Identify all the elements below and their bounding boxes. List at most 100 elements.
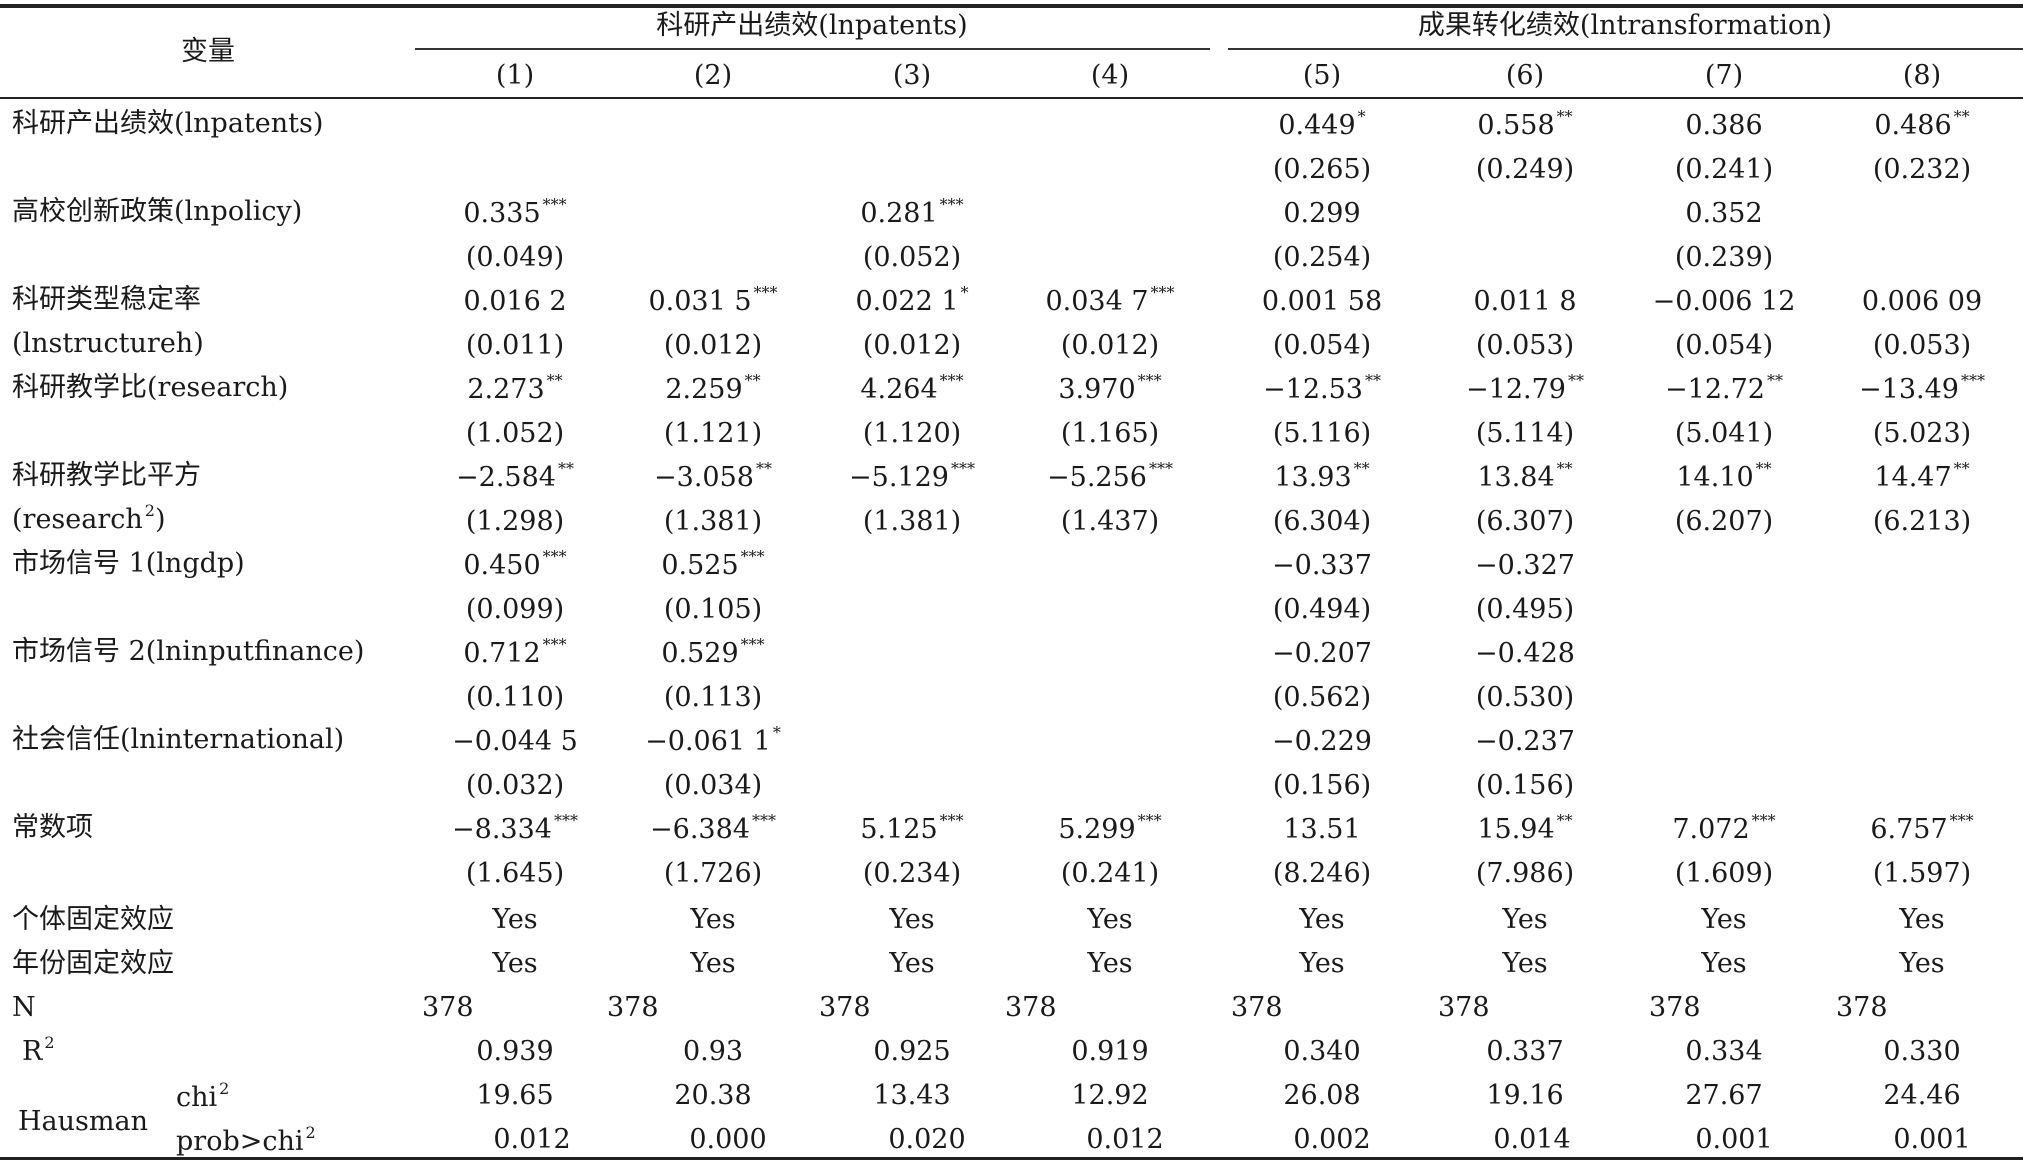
n-value: 378 [1231, 992, 1283, 1023]
coef-cell: −3.058 ** [654, 459, 772, 493]
r2-value: 0.919 [1071, 1036, 1149, 1067]
fixed-effect-label: 年份固定效应 [12, 948, 174, 979]
se-cell: (0.254) [1272, 242, 1372, 273]
coef-cell: 14.10 ** [1676, 459, 1772, 493]
significance-stars: ** [1953, 107, 1970, 126]
significance-stars: *** [1148, 459, 1173, 478]
hausman-prob-value: 0.012 [1086, 1124, 1164, 1155]
header-column-5: (5) [1302, 60, 1342, 91]
header-column-8: (8) [1902, 60, 1942, 91]
n-value: 378 [819, 992, 871, 1023]
se-cell: (1.052) [465, 418, 565, 449]
se-cell: (0.232) [1872, 154, 1972, 185]
fixed-effect-value: Yes [1701, 904, 1747, 935]
coef-cell: −5.129 *** [849, 459, 975, 493]
coef-cell: 5.125 *** [860, 811, 964, 845]
row-label: 市场信号 2(lninputfinance) [12, 636, 365, 667]
hausman-prob-value: 0.000 [689, 1124, 767, 1155]
r2-superscript: 2 [44, 1033, 55, 1052]
se-cell: (0.032) [465, 770, 565, 801]
coef-cell: 0.011 8 [1473, 286, 1577, 317]
header-column-1: (1) [495, 60, 535, 91]
fixed-effect-value: Yes [690, 904, 736, 935]
table-bottom-rule [0, 1157, 2023, 1160]
hausman-chi-value: 19.65 [476, 1080, 554, 1111]
se-cell: (5.114) [1475, 418, 1575, 449]
hausman-prob-label: prob>chi 2 [176, 1123, 316, 1157]
r2-value: 0.93 [682, 1036, 744, 1067]
significance-stars: *** [1137, 811, 1162, 830]
significance-stars: ** [1755, 459, 1772, 478]
fixed-effect-value: Yes [1502, 904, 1548, 935]
se-cell: (0.049) [465, 242, 565, 273]
hausman-chi-value: 24.46 [1883, 1080, 1961, 1111]
row-label-line2: (research 2) [12, 501, 166, 535]
coef-cell: 0.486 ** [1874, 107, 1970, 141]
coef-cell: −5.256 *** [1047, 459, 1173, 493]
header-column-6: (6) [1505, 60, 1545, 91]
se-cell: (0.054) [1272, 330, 1372, 361]
se-cell: (0.241) [1060, 858, 1160, 889]
coef-cell: 7.072 *** [1672, 811, 1776, 845]
se-cell: (1.437) [1060, 506, 1160, 537]
se-cell: (1.165) [1060, 418, 1160, 449]
se-cell: (0.099) [465, 594, 565, 625]
coef-cell: −0.237 [1475, 726, 1575, 757]
se-cell: (5.023) [1872, 418, 1972, 449]
coef-cell: 2.259 ** [665, 371, 761, 405]
se-cell: (1.645) [465, 858, 565, 889]
coef-cell: 13.93 ** [1274, 459, 1370, 493]
se-cell: (0.105) [663, 594, 763, 625]
se-cell: (1.381) [862, 506, 962, 537]
hausman-chi-value: 13.43 [873, 1080, 951, 1111]
coef-cell: −0.006 12 [1652, 286, 1796, 317]
coef-cell: −0.327 [1475, 550, 1575, 581]
row-label-tail: ) [154, 504, 166, 535]
coef-cell: 3.970 *** [1058, 371, 1162, 405]
coef-cell: 0.529 *** [661, 635, 765, 669]
significance-stars: * [960, 283, 969, 302]
coef-cell: −0.428 [1475, 638, 1575, 669]
coef-cell: −0.044 5 [452, 726, 578, 757]
se-cell: (0.012) [862, 330, 962, 361]
row-label: 社会信任(lninternational) [12, 724, 345, 755]
coef-cell: −12.72 ** [1665, 371, 1783, 405]
header-column-2: (2) [693, 60, 733, 91]
fixed-effect-label: 个体固定效应 [12, 904, 174, 935]
hausman-chi-value: 26.08 [1283, 1080, 1361, 1111]
coef-cell: 0.016 2 [463, 286, 567, 317]
significance-stars: ** [557, 459, 574, 478]
coef-cell: 0.712 *** [463, 635, 567, 669]
significance-stars: *** [753, 283, 778, 302]
significance-stars: ** [755, 459, 772, 478]
se-cell: (0.052) [862, 242, 962, 273]
significance-stars: ** [1766, 371, 1783, 390]
coef-cell: −12.53 ** [1263, 371, 1381, 405]
coef-cell: 0.450 *** [463, 547, 567, 581]
coef-cell: 0.001 58 [1261, 286, 1383, 317]
n-value: 378 [1836, 992, 1888, 1023]
significance-stars: ** [1556, 811, 1573, 830]
se-cell: (0.241) [1674, 154, 1774, 185]
hausman-prob-value: 0.001 [1893, 1124, 1971, 1155]
fixed-effect-value: Yes [1087, 904, 1133, 935]
se-cell: (0.012) [1060, 330, 1160, 361]
group2-underline [1228, 48, 2023, 50]
coef-cell: 0.299 [1283, 198, 1361, 229]
row-label: 高校创新政策(lnpolicy) [12, 196, 303, 227]
coef-cell: −13.49 *** [1859, 371, 1985, 405]
coef-cell: 0.386 [1685, 110, 1763, 141]
significance-stars: ** [1353, 459, 1370, 478]
hausman-chi-value: 20.38 [674, 1080, 752, 1111]
se-cell: (0.156) [1272, 770, 1372, 801]
se-cell: (0.054) [1674, 330, 1774, 361]
group1-underline [415, 48, 1210, 50]
coef-cell: −0.229 [1272, 726, 1372, 757]
significance-stars: *** [1960, 371, 1985, 390]
significance-stars: *** [939, 811, 964, 830]
se-cell: (0.265) [1272, 154, 1372, 185]
table-top-rule [0, 4, 2023, 8]
coef-cell: 0.352 [1685, 198, 1763, 229]
fixed-effect-value: Yes [690, 948, 736, 979]
